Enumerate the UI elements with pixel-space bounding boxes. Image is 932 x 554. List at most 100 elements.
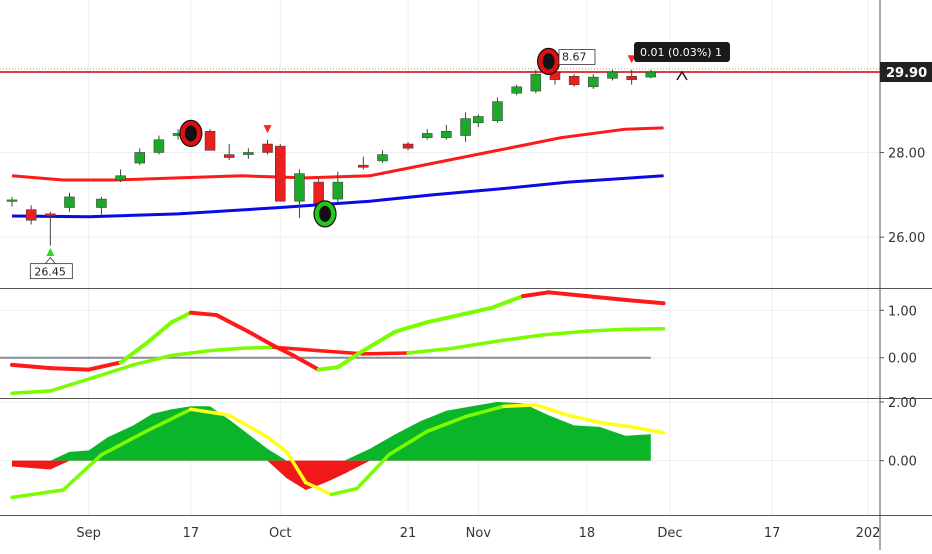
candle-body <box>512 87 522 93</box>
candle-body <box>588 77 598 87</box>
candle-body <box>205 131 215 150</box>
fast-line-segment <box>625 300 663 303</box>
candle-body <box>473 116 483 122</box>
histogram-negative <box>12 461 651 490</box>
fast-line-segment <box>248 332 274 346</box>
low-label-pointer <box>45 258 55 264</box>
fast-line-segment <box>459 308 491 315</box>
signal-triangle <box>46 248 54 256</box>
oscillator-panel-2[interactable] <box>12 402 664 497</box>
y-tick-label: 2.00 <box>888 396 917 411</box>
y-tick-label: 0.00 <box>888 455 917 470</box>
slow-line-segment <box>497 335 542 341</box>
candle-body <box>646 72 656 77</box>
candle-body <box>378 155 388 161</box>
x-tick-label: Nov <box>466 526 492 541</box>
signal-triangle <box>264 125 272 133</box>
slow-line-segment <box>408 348 453 353</box>
fast-line-segment <box>587 296 625 300</box>
candle-body <box>224 155 234 158</box>
candle-body <box>96 199 106 207</box>
signal-line-segment <box>632 427 664 433</box>
low-label-text: 26.45 <box>34 266 65 279</box>
candle-body <box>607 72 617 78</box>
fast-line-segment <box>319 367 338 369</box>
slow-line-segment <box>542 331 587 335</box>
sell-signal-core <box>185 125 197 141</box>
slow-line-segment <box>242 347 274 348</box>
y-tick-label: 0.00 <box>888 352 917 367</box>
high-label: 8.67 <box>559 50 595 65</box>
candle-body <box>422 133 432 137</box>
slow-line-segment <box>210 348 242 350</box>
candle-body <box>492 102 502 121</box>
slow-line-segment <box>12 391 50 393</box>
y-tick-label: 1.00 <box>888 304 917 319</box>
candle-body <box>403 144 413 148</box>
candle-body <box>294 174 304 202</box>
change-badge: 0.01 (0.03%) 1 <box>634 42 730 62</box>
y-tick-label: 26.00 <box>888 231 925 246</box>
fast-line-segment <box>191 313 217 315</box>
signal-line-segment <box>600 422 632 426</box>
signal-line-segment <box>568 415 600 422</box>
fast-line-segment <box>363 332 395 351</box>
candle-body <box>64 197 74 208</box>
x-tick-label: 17 <box>764 526 781 541</box>
candle-body <box>314 182 324 203</box>
fast-line-segment <box>216 315 248 332</box>
x-tick-label: 202 <box>856 526 881 541</box>
slow-line-segment <box>587 329 625 331</box>
candle-body <box>45 214 55 216</box>
candle-body <box>116 176 126 180</box>
fast-line-segment <box>89 362 121 369</box>
fast-line-segment <box>172 313 191 322</box>
change-badge-text: 0.01 (0.03%) 1 <box>640 46 722 59</box>
x-tick-label: Dec <box>657 526 682 541</box>
y-tick-label: 28.00 <box>888 146 925 161</box>
candle-body <box>154 140 164 153</box>
signal-line-segment <box>12 490 63 497</box>
candle-body <box>569 76 579 84</box>
current-price-badge-text: 29.90 <box>886 66 927 81</box>
fast-line-segment <box>427 315 459 322</box>
x-tick-label: 21 <box>400 526 417 541</box>
fast-line-segment <box>121 344 147 363</box>
candle-body <box>358 165 368 167</box>
candle-body <box>135 152 145 163</box>
slow-line-segment <box>363 353 408 354</box>
x-tick-label: 17 <box>183 526 200 541</box>
buy-signal-core <box>319 206 331 222</box>
fast-line-segment <box>491 296 523 308</box>
oscillator-panel-1[interactable] <box>0 292 664 393</box>
fast-line-segment <box>50 368 88 369</box>
candle-body <box>243 152 253 154</box>
fast-line-segment <box>146 322 172 343</box>
x-tick-label: Sep <box>76 526 101 541</box>
cursor-caret <box>677 72 687 80</box>
candle-body <box>275 146 285 201</box>
fast-line-segment <box>12 365 50 368</box>
low-label: 26.45 <box>30 258 72 279</box>
candle-body <box>441 131 451 137</box>
candle-body <box>461 119 471 136</box>
candle-body <box>263 144 273 152</box>
candle-body <box>627 76 637 79</box>
fast-line-segment <box>523 292 549 296</box>
fast-line-segment <box>395 322 427 331</box>
slow-line-segment <box>50 379 88 391</box>
slow-line-segment <box>453 341 498 348</box>
slow-line-segment <box>172 351 210 356</box>
sell-signal-core <box>543 53 555 69</box>
signal-line-segment <box>504 405 536 406</box>
x-tick-label: Oct <box>269 526 291 541</box>
signal-line-segment <box>331 489 357 495</box>
high-label-text: 8.67 <box>562 51 587 64</box>
candle-body <box>26 210 36 221</box>
signal-line-segment <box>268 437 287 452</box>
candle-body <box>7 200 17 202</box>
candle-body <box>531 74 541 91</box>
